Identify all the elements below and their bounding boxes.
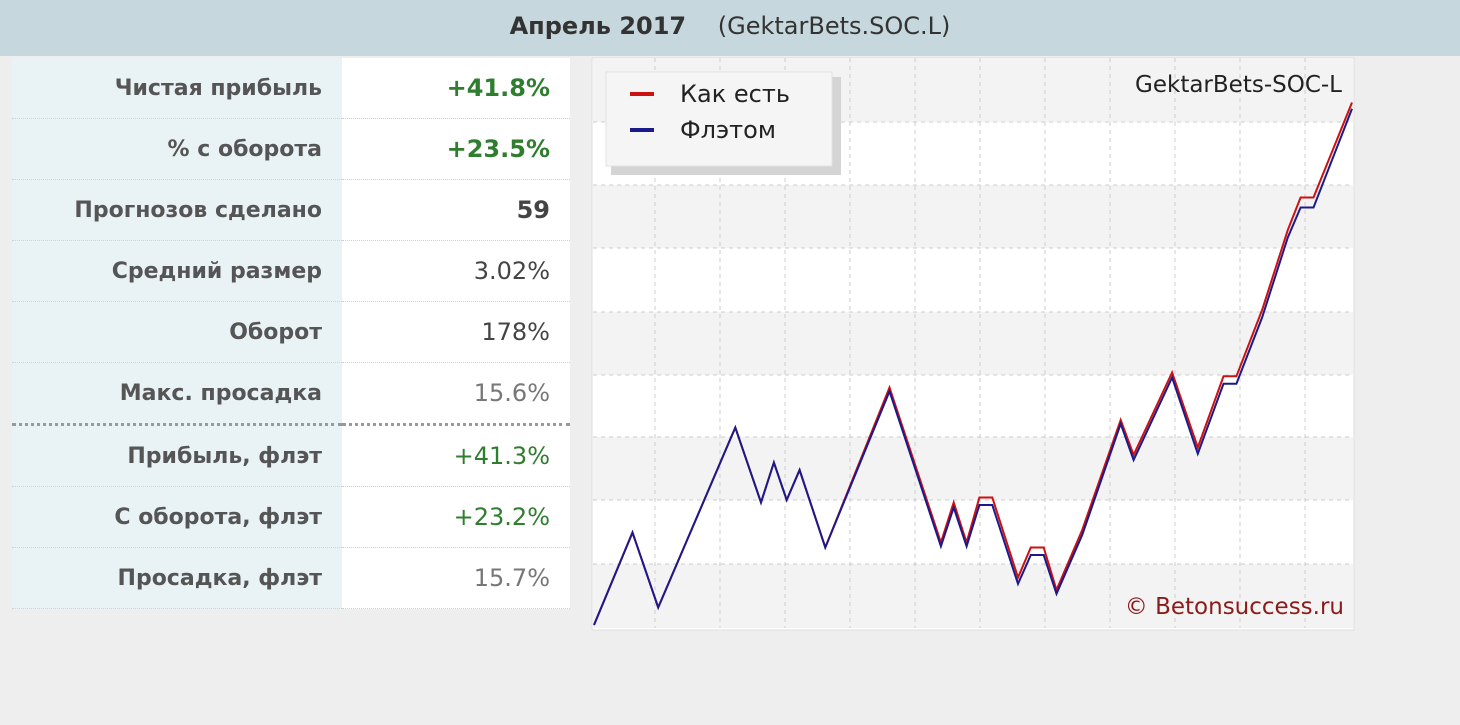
value: 15.6%: [342, 362, 570, 426]
stripe: [593, 437, 1353, 500]
label: Прогнозов сделано: [12, 179, 342, 241]
row: Оборот 178%: [12, 301, 570, 363]
value: 15.7%: [342, 547, 570, 609]
label: Оборот: [12, 301, 342, 363]
label: Макс. просадка: [12, 362, 342, 426]
value: 59: [342, 179, 570, 241]
label: Просадка, флэт: [12, 547, 342, 609]
row: Чистая прибыль +41.8%: [12, 58, 570, 119]
label: Средний размер: [12, 240, 342, 302]
value: +41.3%: [342, 424, 570, 487]
row: Средний размер 3.02%: [12, 240, 570, 302]
value: +41.8%: [342, 58, 570, 119]
row: С оборота, флэт +23.2%: [12, 486, 570, 548]
row: Прогнозов сделано 59: [12, 179, 570, 241]
stripe: [593, 185, 1353, 248]
legend-label: Как есть: [680, 80, 790, 108]
value: +23.5%: [342, 118, 570, 180]
value: 178%: [342, 301, 570, 363]
series-line: [593, 108, 1353, 626]
legend-label: Флэтом: [680, 116, 776, 144]
header-title: Апрель 2017: [509, 12, 687, 40]
credit: © Betonsuccess.ru: [1125, 594, 1344, 620]
stats-table: Чистая прибыль +41.8% % с оборота +23.5% П…: [12, 58, 570, 609]
label: Чистая прибыль: [12, 58, 342, 119]
header-subtitle: (GektarBets.SOC.L): [717, 12, 951, 40]
value: 3.02%: [342, 240, 570, 302]
label: С оборота, флэт: [12, 486, 342, 548]
legend-box: [605, 71, 833, 167]
row: Макс. просадка 15.6%: [12, 362, 570, 426]
row: Просадка, флэт 15.7%: [12, 547, 570, 609]
label: Прибыль, флэт: [12, 424, 342, 487]
stripe: [593, 312, 1353, 375]
watermark: GektarBets-SOC-L: [1135, 72, 1342, 98]
value: +23.2%: [342, 486, 570, 548]
label: % с оборота: [12, 118, 342, 180]
header: Апрель 2017 (GektarBets.SOC.L): [0, 0, 1460, 56]
row: % с оборота +23.5%: [12, 118, 570, 180]
row: Прибыль, флэт +41.3%: [12, 424, 570, 487]
